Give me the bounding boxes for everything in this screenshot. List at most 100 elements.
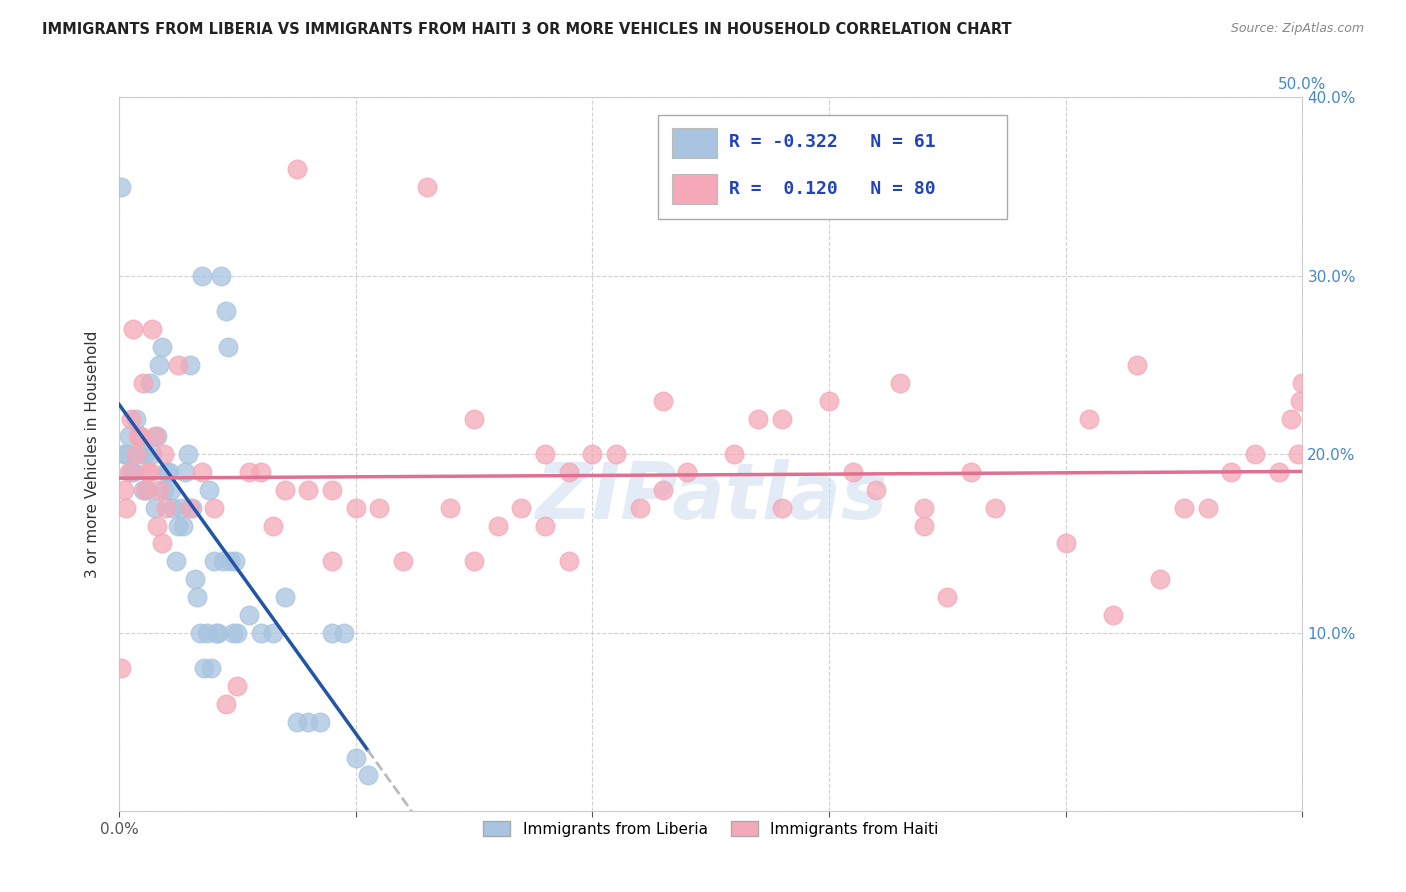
FancyBboxPatch shape [658,115,1007,219]
Point [155,465,177,479]
Point [148,358,170,372]
Point [117,429,139,443]
Point [238,465,260,479]
Point [146,429,169,443]
Point [274,590,297,604]
Point [936,590,959,604]
Point [558,465,581,479]
Point [141,322,163,336]
Point [120,411,142,425]
Point [1286,447,1309,461]
Point [912,518,935,533]
Point [416,179,439,194]
Point [1244,447,1267,461]
Point [510,500,533,515]
Text: R = -0.322   N = 61: R = -0.322 N = 61 [728,133,935,152]
Text: Source: ZipAtlas.com: Source: ZipAtlas.com [1230,22,1364,36]
Point [214,697,236,711]
Point [167,518,190,533]
Point [134,447,156,461]
Point [534,518,557,533]
Point [344,750,367,764]
Point [191,465,214,479]
Point [226,679,249,693]
Point [110,661,132,675]
Point [202,554,225,568]
Text: IMMIGRANTS FROM LIBERIA VS IMMIGRANTS FROM HAITI 3 OR MORE VEHICLES IN HOUSEHOLD: IMMIGRANTS FROM LIBERIA VS IMMIGRANTS FR… [42,22,1012,37]
Point [129,429,152,443]
Point [984,500,1007,515]
Point [186,590,208,604]
Point [172,518,194,533]
Point [127,447,149,461]
Point [1279,411,1302,425]
Point [285,161,308,176]
Point [162,500,184,515]
Point [1102,607,1125,622]
Point [143,429,166,443]
Point [174,465,197,479]
Point [132,483,155,497]
Point [167,358,190,372]
Point [1197,500,1219,515]
Point [1078,411,1101,425]
Point [676,465,699,479]
Point [153,447,176,461]
Point [652,483,675,497]
Point [747,411,769,425]
Point [176,447,198,461]
Point [392,554,415,568]
Point [770,500,793,515]
Point [1289,393,1312,408]
Point [344,500,367,515]
Point [321,625,343,640]
Point [486,518,509,533]
Point [250,465,273,479]
Point [285,714,308,729]
Point [226,625,249,640]
Point [129,429,152,443]
Point [262,518,284,533]
Point [652,393,675,408]
Point [124,411,146,425]
Y-axis label: 3 or more Vehicles in Household: 3 or more Vehicles in Household [86,331,100,578]
Point [439,500,461,515]
Point [333,625,356,640]
Point [1173,500,1195,515]
Point [219,554,242,568]
Point [202,500,225,515]
Point [865,483,887,497]
Point [112,447,135,461]
Point [297,483,319,497]
Point [143,500,166,515]
Point [134,483,156,497]
Point [212,554,235,568]
Point [112,483,135,497]
Point [889,376,911,390]
Point [217,340,239,354]
Point [132,376,155,390]
Point [115,447,138,461]
Point [309,714,332,729]
Point [160,483,183,497]
Point [842,465,865,479]
Point [188,625,211,640]
Point [368,500,391,515]
Text: ZIPatlas: ZIPatlas [534,459,887,535]
Point [558,554,581,568]
Point [1291,376,1313,390]
Point [912,500,935,515]
Point [463,411,485,425]
Point [356,768,378,782]
Point [200,661,222,675]
Point [605,447,627,461]
Point [148,483,170,497]
Point [124,447,146,461]
Point [157,465,180,479]
Point [321,554,343,568]
FancyBboxPatch shape [672,128,717,158]
Point [150,536,173,550]
Point [214,304,236,318]
Point [463,554,485,568]
Point [139,376,162,390]
